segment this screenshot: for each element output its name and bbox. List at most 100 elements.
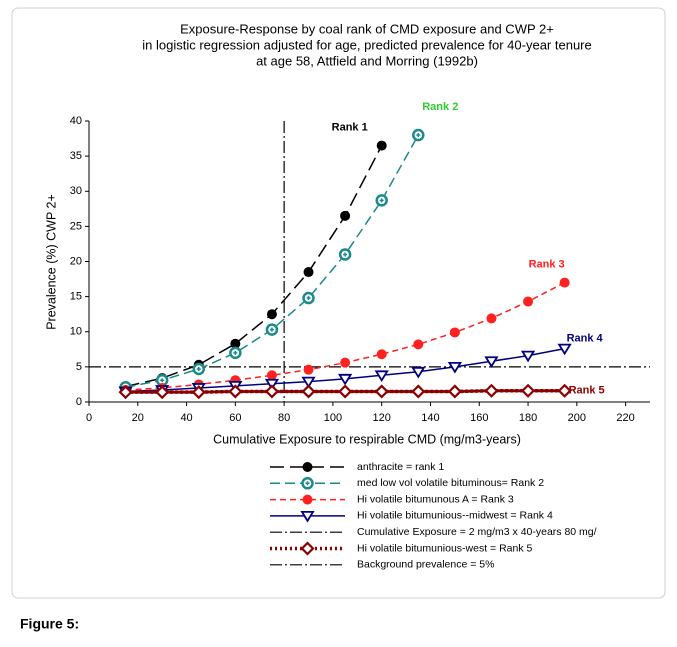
y-tick-label: 25 xyxy=(70,220,82,232)
y-tick-label: 40 xyxy=(70,115,82,127)
marker xyxy=(301,477,314,490)
y-tick-label: 10 xyxy=(70,326,82,338)
marker-shape xyxy=(302,494,313,505)
marker xyxy=(303,267,314,278)
legend-label: Hi volatile bitumunious--midwest = Rank … xyxy=(357,510,553,522)
marker-shape xyxy=(160,378,165,383)
series-label: Rank 2 xyxy=(422,101,458,113)
marker-shape xyxy=(447,361,462,374)
marker xyxy=(191,385,206,400)
marker xyxy=(447,384,462,399)
x-tick-label: 120 xyxy=(373,412,391,424)
x-tick-label: 100 xyxy=(324,412,342,424)
marker-shape xyxy=(376,140,387,151)
marker-shape xyxy=(301,384,316,399)
marker-shape xyxy=(118,385,133,400)
marker-shape xyxy=(233,350,238,355)
marker xyxy=(376,140,387,151)
marker-shape xyxy=(306,296,311,301)
marker-shape xyxy=(196,366,201,371)
marker-shape xyxy=(303,364,314,375)
marker-shape xyxy=(191,385,206,400)
marker-shape xyxy=(303,267,314,278)
marker-shape xyxy=(486,313,497,324)
legend-label: med low vol volatile bituminous= Rank 2 xyxy=(357,477,544,489)
marker-shape xyxy=(228,384,243,399)
marker xyxy=(486,313,497,324)
x-tick-label: 0 xyxy=(86,412,92,424)
marker-shape xyxy=(269,327,274,332)
marker xyxy=(301,384,316,399)
marker xyxy=(374,384,389,399)
marker xyxy=(340,210,351,221)
marker-shape xyxy=(340,357,351,368)
marker-shape xyxy=(379,198,384,203)
chart-subtitle: at age 58, Attfield and Morring (1992b) xyxy=(256,53,478,68)
marker xyxy=(338,384,353,399)
marker xyxy=(264,378,280,391)
marker-shape xyxy=(559,277,570,288)
marker xyxy=(411,384,426,399)
y-tick-label: 20 xyxy=(70,255,82,267)
figure-frame xyxy=(11,7,666,599)
marker xyxy=(228,384,243,399)
marker xyxy=(484,383,499,398)
marker-shape xyxy=(343,252,348,257)
marker-shape xyxy=(155,385,170,400)
marker xyxy=(264,384,279,399)
marker-shape xyxy=(376,349,387,360)
marker-shape xyxy=(413,339,424,350)
marker xyxy=(265,323,279,336)
marker-shape xyxy=(520,350,536,363)
series-label: Rank 5 xyxy=(569,385,605,397)
marker xyxy=(266,309,277,320)
marker xyxy=(338,373,353,386)
marker xyxy=(557,383,572,398)
marker-shape xyxy=(264,378,280,391)
marker-shape xyxy=(411,384,426,399)
marker xyxy=(412,128,425,142)
series-line xyxy=(125,145,383,388)
legend-label: Cumulative Exposure = 2 mg/m3 x 40-years… xyxy=(357,526,597,538)
y-axis-label: Prevalence (%) CWP 2+ xyxy=(44,194,58,330)
x-tick-label: 200 xyxy=(568,412,586,424)
marker xyxy=(520,383,536,398)
legend-label: Background prevalence = 5% xyxy=(357,559,494,571)
marker xyxy=(302,462,313,472)
marker-shape xyxy=(449,327,460,338)
marker xyxy=(375,194,388,207)
marker-shape xyxy=(447,384,462,399)
marker xyxy=(449,327,460,338)
x-tick-label: 20 xyxy=(132,412,144,424)
marker xyxy=(229,346,242,360)
marker xyxy=(338,248,352,261)
marker xyxy=(230,338,241,349)
legend-label: Hi volatile bitumunous A = Rank 3 xyxy=(357,493,514,505)
marker xyxy=(340,357,351,368)
marker xyxy=(300,541,315,556)
marker xyxy=(302,494,313,505)
marker-shape xyxy=(411,366,426,379)
marker xyxy=(155,373,169,387)
series-label: Rank 4 xyxy=(567,333,604,345)
marker-shape xyxy=(520,383,536,398)
y-tick-label: 0 xyxy=(76,396,82,408)
marker-shape xyxy=(338,373,353,386)
marker-shape xyxy=(305,481,310,486)
marker-shape xyxy=(338,384,353,399)
marker-shape xyxy=(340,210,351,221)
marker-shape xyxy=(557,383,572,398)
marker-shape xyxy=(300,511,315,523)
marker xyxy=(266,370,277,381)
marker xyxy=(559,277,570,288)
marker-shape xyxy=(484,356,499,368)
marker-shape xyxy=(300,541,315,556)
marker xyxy=(301,376,316,389)
marker-shape xyxy=(230,338,241,349)
x-tick-label: 220 xyxy=(616,412,634,424)
marker-shape xyxy=(416,133,421,138)
y-tick-label: 5 xyxy=(76,361,82,373)
x-tick-label: 60 xyxy=(229,412,241,424)
x-tick-label: 40 xyxy=(180,412,192,424)
